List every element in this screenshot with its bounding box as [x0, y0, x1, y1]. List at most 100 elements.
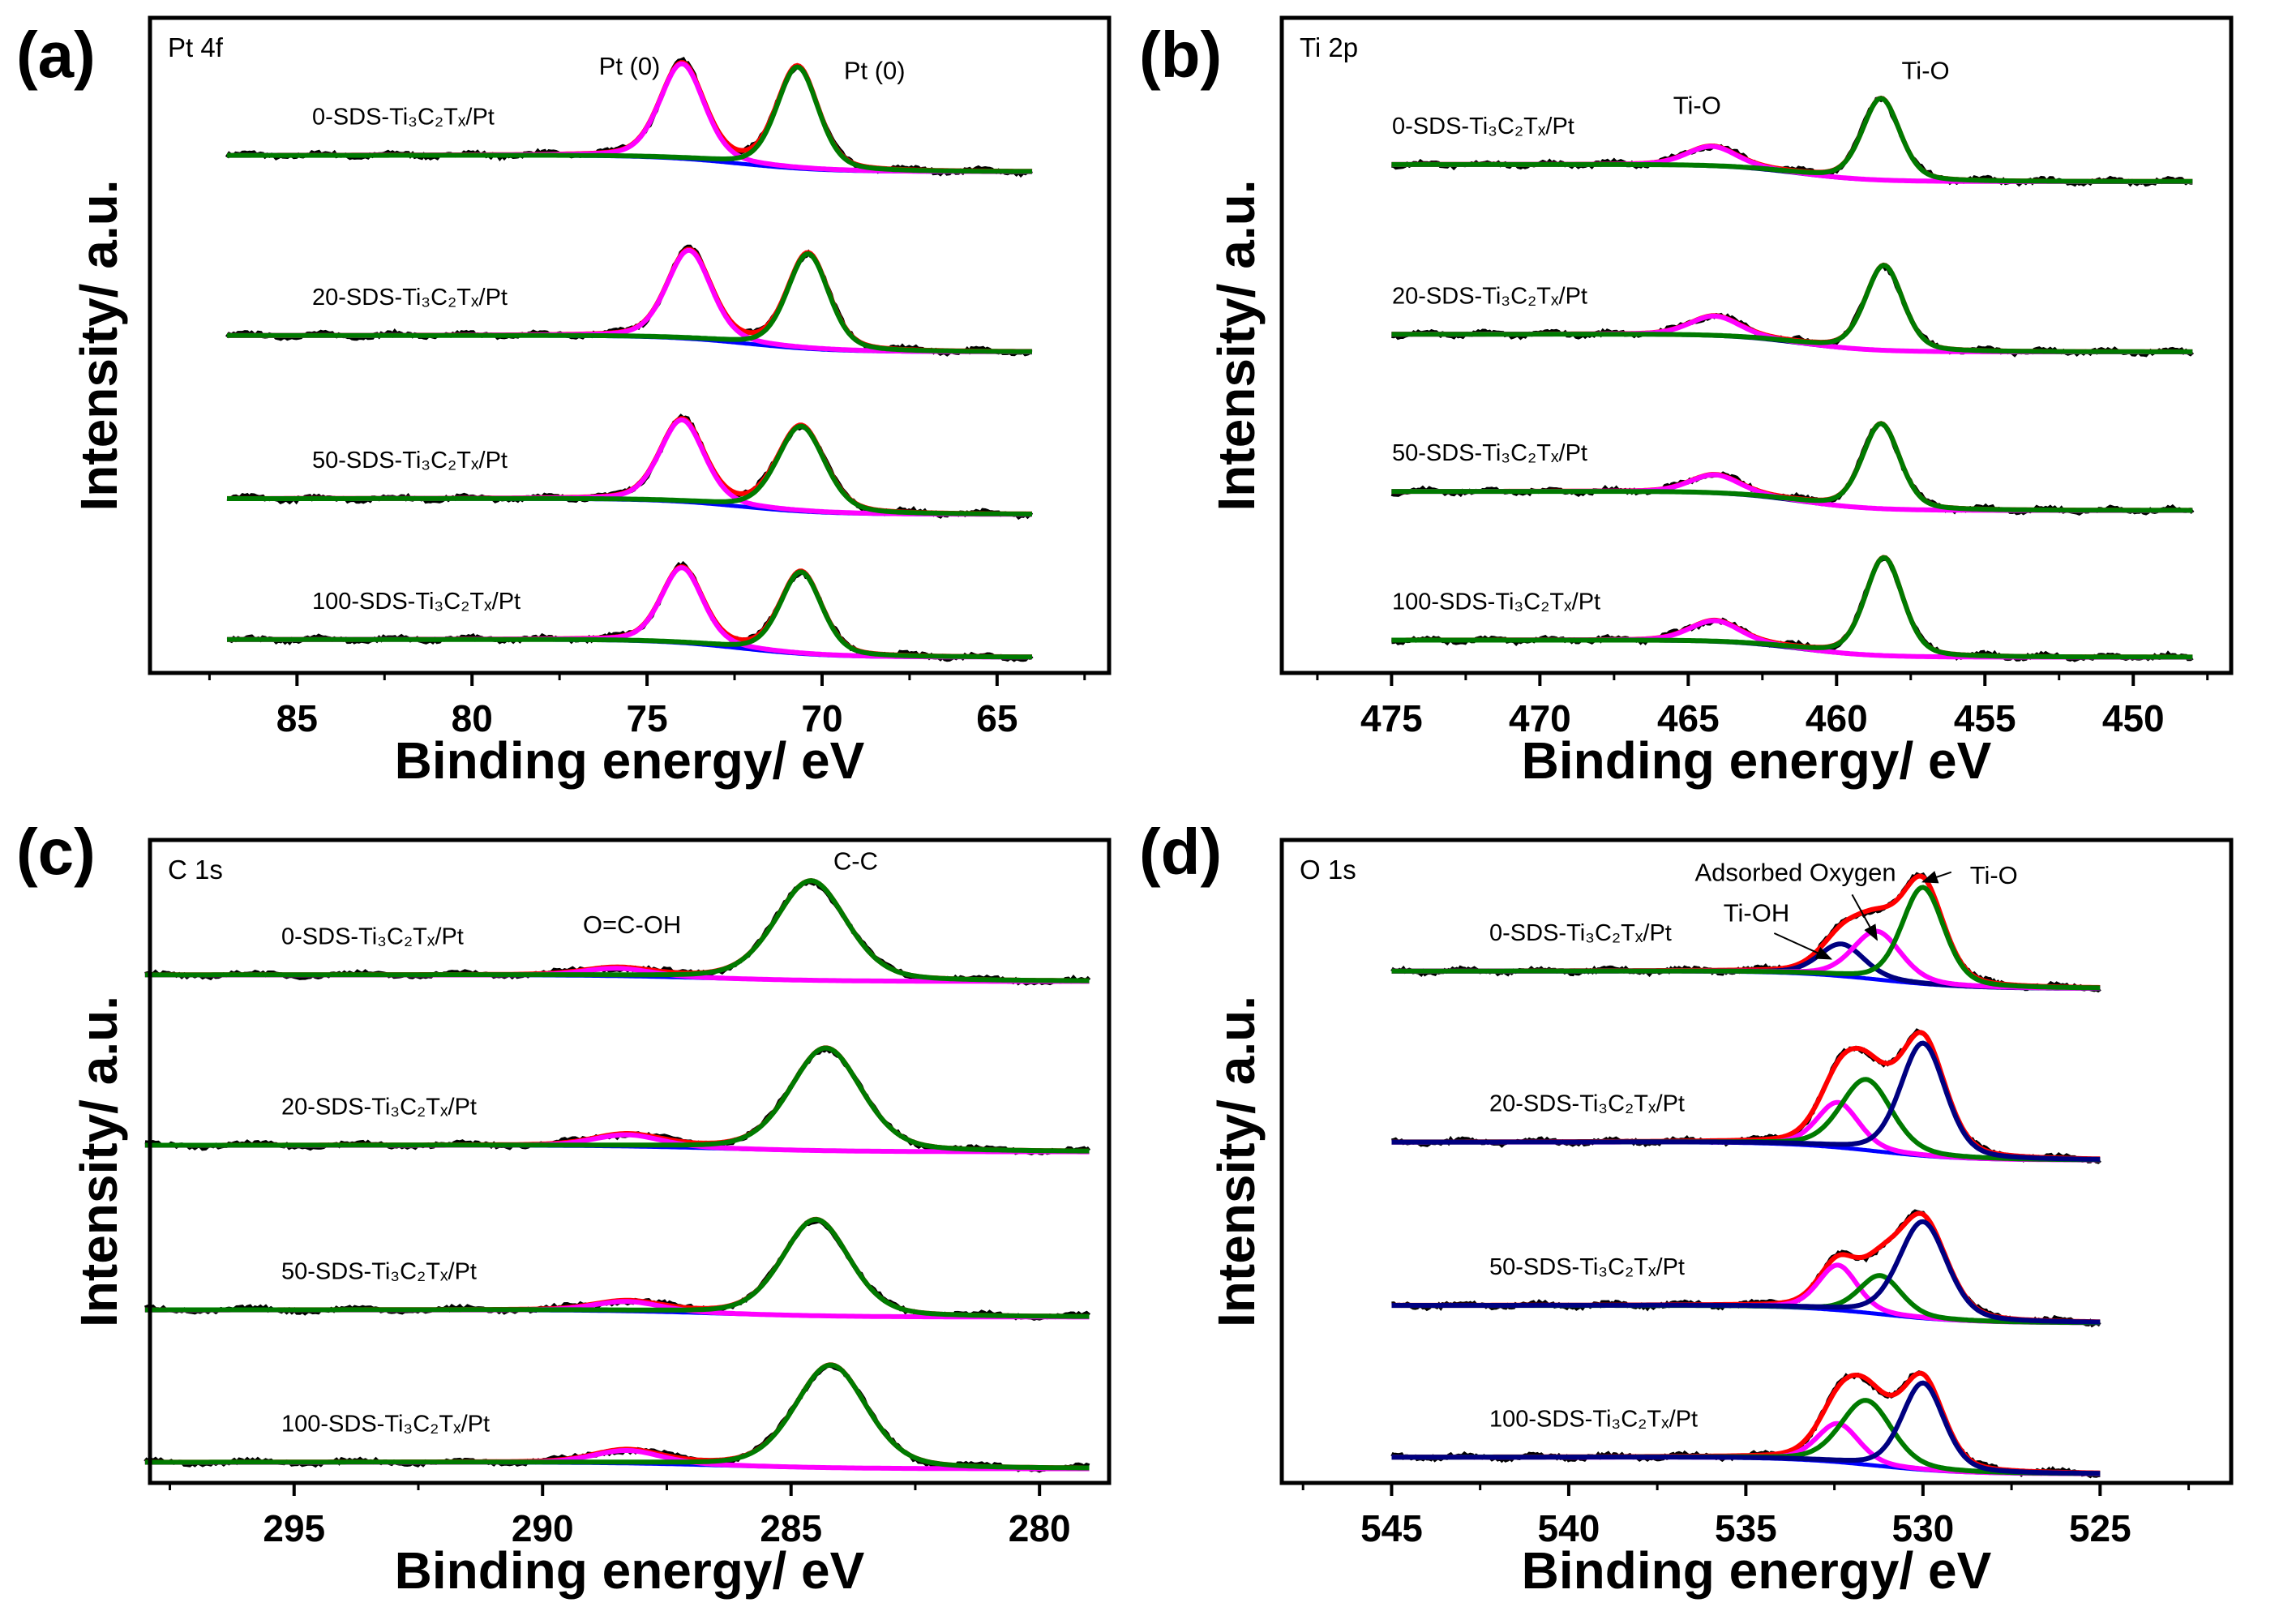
peak-component-line — [1391, 1219, 2101, 1325]
sample-trace-group: 100-SDS-Ti₃C₂Tₓ/Pt — [226, 560, 1034, 662]
peak-component-line — [227, 569, 1032, 660]
panel-c: (c) C 1s 295 290 285 280 Binding energy/ eV Int… — [16, 816, 1112, 1600]
y-axis-title: Intensity/ a.u. — [1207, 180, 1266, 512]
x-axis-title: Binding energy/ eV — [1522, 1541, 1992, 1600]
annotation-arrow — [1851, 893, 1878, 941]
peak-component-line — [144, 878, 1090, 983]
y-axis-title: Intensity/ a.u. — [70, 996, 128, 1327]
sample-trace-group: 50-SDS-Ti₃C₂Tₓ/Pt — [144, 1216, 1091, 1322]
peak-annotation: O=C-OH — [583, 911, 681, 939]
peak-component-line — [1391, 1040, 2101, 1162]
plot-frame — [148, 838, 1112, 1485]
sample-label: 100-SDS-Ti₃C₂Tₓ/Pt — [1489, 1406, 1698, 1432]
sample-trace-group: 20-SDS-Ti₃C₂Tₓ/Pt — [1391, 1028, 2101, 1164]
peak-component-line — [1391, 96, 2193, 184]
x-tick-label: 530 — [1891, 1507, 1954, 1549]
plot-frame — [1279, 838, 2234, 1485]
x-tick-label: 475 — [1360, 697, 1423, 739]
peak-annotation: C-C — [833, 846, 878, 875]
peak-annotation: Ti-O — [1970, 861, 2018, 889]
peak-annotation: Pt (0) — [599, 52, 661, 80]
peak-annotation: Ti-O — [1902, 57, 1950, 85]
x-tick-label: 85 — [276, 697, 318, 739]
x-tick-label: 70 — [801, 697, 842, 739]
sample-trace-group: 0-SDS-Ti₃C₂Tₓ/Pt — [225, 57, 1033, 178]
sample-trace-group: 0-SDS-Ti₃C₂Tₓ/Pt — [144, 878, 1091, 986]
region-label: O 1s — [1300, 855, 1356, 885]
sample-label: 0-SDS-Ti₃C₂Tₓ/Pt — [1489, 920, 1672, 946]
y-axis-title: Intensity/ a.u. — [70, 180, 128, 512]
peak-component-line — [227, 423, 1032, 516]
x-tick-label: 540 — [1538, 1507, 1600, 1549]
peak-component-line — [144, 1045, 1090, 1154]
annotation-arrow — [1921, 871, 1952, 884]
peak-component-line — [1391, 1380, 2101, 1476]
peak-annotation: Ti-O — [1673, 91, 1721, 119]
sample-label: 50-SDS-Ti₃C₂Tₓ/Pt — [1489, 1254, 1685, 1280]
sample-trace-group: 100-SDS-Ti₃C₂Tₓ/Pt — [1390, 1370, 2101, 1479]
sample-trace-group: 100-SDS-Ti₃C₂Tₓ/Pt — [144, 1362, 1090, 1473]
sample-label: 20-SDS-Ti₃C₂Tₓ/Pt — [1489, 1091, 1685, 1117]
peak-component-line — [1391, 885, 2101, 991]
region-label: Pt 4f — [168, 32, 224, 62]
sample-label: 20-SDS-Ti₃C₂Tₓ/Pt — [1392, 283, 1587, 309]
x-tick-label: 470 — [1509, 697, 1571, 739]
x-tick-label: 65 — [976, 697, 1017, 739]
panel-label: (d) — [1139, 816, 1222, 888]
x-axis-title: Binding energy/ eV — [395, 731, 865, 790]
sample-label: 0-SDS-Ti₃C₂Tₓ/Pt — [312, 105, 495, 131]
sample-label: 50-SDS-Ti₃C₂Tₓ/Pt — [1392, 440, 1587, 466]
x-tick-label: 455 — [1954, 697, 2016, 739]
region-label: C 1s — [168, 855, 223, 885]
x-axis-title: Binding energy/ eV — [395, 1541, 865, 1600]
x-tick-label: 535 — [1715, 1507, 1777, 1549]
x-tick-label: 295 — [263, 1507, 325, 1549]
peak-annotation: Ti-OH — [1724, 899, 1790, 928]
panel-label: (b) — [1139, 19, 1222, 91]
sample-label: 100-SDS-Ti₃C₂Tₓ/Pt — [281, 1412, 490, 1438]
panel-d: (d) O 1s 545 540 535 530 525 Binding energy/ eV… — [1139, 816, 2234, 1600]
sample-trace-group: 50-SDS-Ti₃C₂Tₓ/Pt — [1391, 1209, 2101, 1328]
x-tick-label: 525 — [2069, 1507, 2131, 1549]
peak-component-line — [144, 1216, 1090, 1319]
plot-frame — [148, 15, 1112, 675]
x-tick-label: 450 — [2102, 697, 2165, 739]
plot-frame — [1279, 15, 2234, 675]
x-tick-label: 280 — [1009, 1507, 1071, 1549]
sample-trace-group: 20-SDS-Ti₃C₂Tₓ/Pt — [144, 1045, 1091, 1156]
sample-trace-group: 20-SDS-Ti₃C₂Tₓ/Pt — [225, 244, 1033, 357]
region-label: Ti 2p — [1300, 32, 1358, 62]
peak-annotation: Adsorbed Oxygen — [1694, 859, 1896, 887]
panel-label: (c) — [16, 816, 96, 888]
peak-annotation: Pt (0) — [844, 57, 906, 85]
peak-component-line — [144, 1362, 1090, 1471]
annotation-arrow — [1773, 932, 1833, 960]
peak-component-line — [1391, 421, 2193, 513]
x-axis-title: Binding energy/ eV — [1522, 731, 1992, 790]
peak-component-line — [1391, 263, 2193, 354]
panel-b: (b) Ti 2p 475 470 465 460 455 450 Binding energy… — [1139, 15, 2234, 790]
sample-label: 100-SDS-Ti₃C₂Tₓ/Pt — [1392, 589, 1600, 615]
panel-a: (a) Pt 4f 85 80 75 70 65 Binding energy/ eV Inte… — [16, 15, 1112, 790]
sample-label: 100-SDS-Ti₃C₂Tₓ/Pt — [312, 589, 520, 615]
x-tick-label: 75 — [627, 697, 668, 739]
sample-label: 0-SDS-Ti₃C₂Tₓ/Pt — [281, 924, 464, 950]
sample-label: 50-SDS-Ti₃C₂Tₓ/Pt — [312, 448, 508, 473]
sample-trace-group: 0-SDS-Ti₃C₂Tₓ/Pt — [1390, 872, 2101, 993]
sample-trace-group: 50-SDS-Ti₃C₂Tₓ/Pt — [226, 413, 1034, 521]
sample-trace-group: 20-SDS-Ti₃C₂Tₓ/Pt — [1391, 262, 2195, 358]
sample-trace-group: 50-SDS-Ti₃C₂Tₓ/Pt — [1390, 421, 2195, 516]
x-tick-label: 290 — [512, 1507, 574, 1549]
peak-component-line — [1391, 555, 2193, 660]
sample-label: 20-SDS-Ti₃C₂Tₓ/Pt — [312, 285, 508, 311]
panel-label: (a) — [16, 19, 96, 91]
peak-component-line — [227, 251, 1032, 354]
sample-trace-group: 0-SDS-Ti₃C₂Tₓ/Pt — [1391, 95, 2193, 187]
x-tick-label: 465 — [1657, 697, 1720, 739]
sample-label: 50-SDS-Ti₃C₂Tₓ/Pt — [281, 1259, 477, 1285]
x-tick-label: 460 — [1806, 697, 1868, 739]
x-tick-label: 545 — [1360, 1507, 1423, 1549]
sample-label: 20-SDS-Ti₃C₂Tₓ/Pt — [281, 1095, 477, 1121]
y-axis-title: Intensity/ a.u. — [1207, 996, 1266, 1327]
